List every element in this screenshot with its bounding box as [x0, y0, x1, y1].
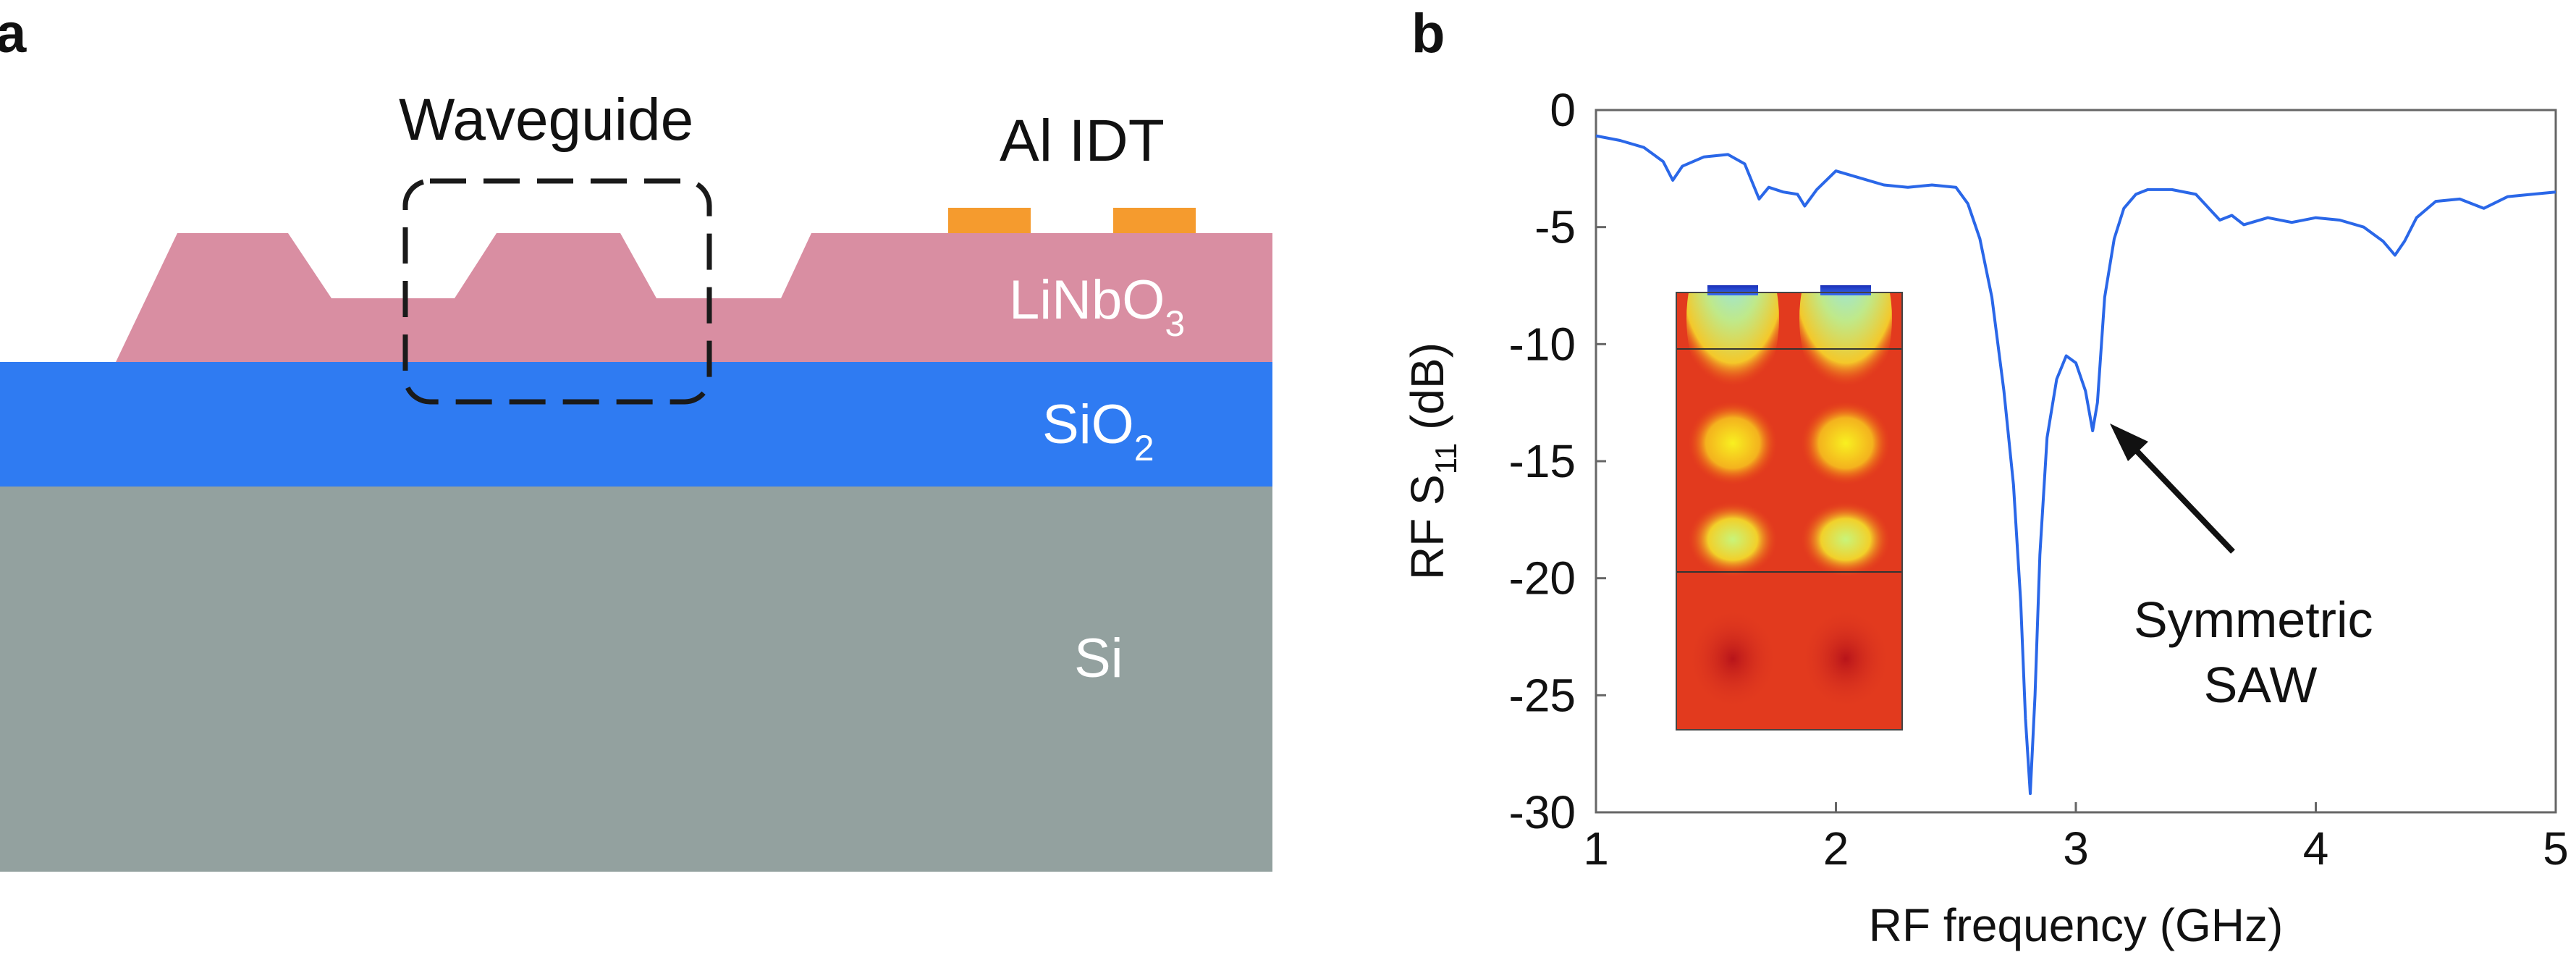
y-tick-label: 0 [1550, 84, 1576, 136]
annotation-arrow [2122, 436, 2235, 554]
waveguide-dashed-box [402, 178, 712, 405]
s11-series-points [1595, 135, 2556, 794]
y-ticks: 0 -5 -10 -15 -20 -25 -30 [1509, 84, 1606, 838]
annotation-line-1: Symmetric [2134, 591, 2373, 648]
inset-electrode-1 [1707, 285, 1758, 295]
linbo3-label-sub: 3 [1165, 303, 1185, 344]
sio2-layer [0, 362, 1272, 487]
x-axis-label: RF frequency (GHz) [1869, 899, 2284, 951]
linbo3-layer [116, 233, 1272, 362]
waveguide-label: Waveguide [399, 87, 693, 153]
sio2-label-main: SiO [1042, 394, 1134, 455]
linbo3-label: LiNbO3 [1009, 269, 1185, 344]
y-axis-label: RF S11 (dB) [1401, 342, 1463, 580]
y-axis-label-main: RF S [1401, 474, 1453, 580]
inset-electrode-2 [1820, 285, 1871, 295]
idt-electrode-1 [948, 208, 1031, 233]
linbo3-label-main: LiNbO [1009, 269, 1165, 331]
x-tick-label: 2 [1823, 822, 1849, 875]
y-tick-label: -5 [1534, 201, 1576, 253]
panel-b-label: b [1411, 3, 1445, 64]
annotation-line-2: SAW [2204, 657, 2318, 713]
inset-frame [1676, 292, 1903, 730]
x-tick-label: 4 [2303, 822, 2329, 875]
sio2-label: SiO2 [1042, 394, 1154, 468]
x-tick-label: 1 [1583, 822, 1609, 875]
panel-a-label: a [0, 3, 27, 64]
annotation-arrowhead [2110, 424, 2148, 461]
annotation-label: Symmetric SAW [2134, 591, 2387, 713]
x-ticks: 1 2 3 4 5 [1583, 802, 2569, 875]
y-tick-label: -10 [1509, 318, 1576, 370]
y-axis-label-sub: 11 [1429, 443, 1463, 475]
si-label: Si [1074, 628, 1123, 689]
y-tick-label: -15 [1509, 435, 1576, 487]
idt-label: Al IDT [1000, 108, 1165, 174]
si-layer [0, 487, 1272, 872]
x-tick-label: 3 [2063, 822, 2089, 875]
y-tick-label: -30 [1509, 786, 1576, 838]
x-tick-label: 5 [2543, 822, 2569, 875]
y-tick-label: -20 [1509, 552, 1576, 605]
inset-mode-image [1676, 292, 1902, 730]
y-tick-label: -25 [1509, 669, 1576, 721]
idt-electrode-2 [1113, 208, 1196, 233]
sio2-label-sub: 2 [1134, 428, 1154, 468]
y-axis-label-unit: (dB) [1401, 342, 1453, 443]
